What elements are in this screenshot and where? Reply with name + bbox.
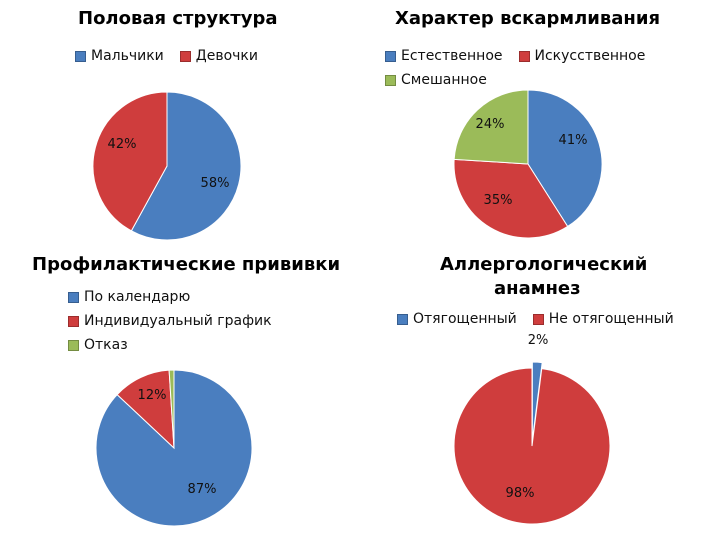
pie-slice-label: 42% <box>108 137 137 152</box>
pie-slice <box>130 91 242 241</box>
pie-slice-label: 35% <box>484 193 513 208</box>
legend-label: Естественное <box>401 48 503 64</box>
legend-label: Искусственное <box>534 48 646 64</box>
pie-slice-label: 87% <box>188 482 217 497</box>
pie-slice-label: 12% <box>138 388 167 403</box>
pie-slice <box>168 369 175 449</box>
legend-swatch <box>75 50 86 62</box>
legend-swatch <box>68 339 79 351</box>
legend-swatch <box>397 313 408 325</box>
legend-item: Индивидуальный график <box>68 309 272 333</box>
legend-item: Мальчики <box>75 44 164 68</box>
legend-item: Отказ <box>68 333 272 357</box>
legend-swatch <box>179 50 191 62</box>
legend-swatch <box>518 50 530 62</box>
chart-legend: Отягощенный Не отягощенный <box>397 307 674 331</box>
pie-slice <box>92 91 168 232</box>
legend-label: Девочки <box>195 48 258 64</box>
legend-label: Отягощенный <box>413 311 517 327</box>
pie-chart-sex-structure: 58% 42% <box>92 91 242 241</box>
legend-label: Мальчики <box>91 48 164 64</box>
legend-item: Искусственное <box>518 44 646 68</box>
chart-title: Половая структура <box>78 8 278 29</box>
legend-swatch <box>385 50 396 62</box>
legend-label: Индивидуальный график <box>84 313 272 329</box>
pie-chart-feeding-type: 41% 35% 24% <box>453 89 603 239</box>
legend-label: По календарю <box>84 289 191 305</box>
legend-item: По календарю <box>68 285 272 309</box>
chart-legend: Естественное Искусственное Смешанное <box>385 44 645 92</box>
pie-slice-label: 24% <box>476 117 505 132</box>
pie-slice <box>95 369 253 527</box>
legend-item: Смешанное <box>385 68 645 92</box>
pie-slice-label: 2% <box>528 333 549 348</box>
chart-title: Аллергологический <box>440 254 648 275</box>
pie-slice-label: 41% <box>559 133 588 148</box>
legend-item: Естественное <box>385 44 503 68</box>
legend-item: Отягощенный <box>397 307 517 331</box>
chart-title: Характер вскармливания <box>395 8 661 29</box>
legend-item: Девочки <box>179 44 258 68</box>
pie-slice-label: 58% <box>201 176 230 191</box>
pie-slice-label: 98% <box>506 486 535 501</box>
legend-label: Смешанное <box>401 72 487 88</box>
pie-chart-vaccinations: 87% 12% <box>95 369 253 527</box>
chart-title-line-2: анамнез <box>494 278 581 299</box>
pie-chart-allergy-history: 2% 98% <box>453 333 611 525</box>
legend-label: Отказ <box>84 337 128 353</box>
pie-slice <box>453 89 529 165</box>
legend-item: Не отягощенный <box>532 307 674 331</box>
pie-slice <box>453 158 569 239</box>
chart-title: Профилактические прививки <box>32 254 341 275</box>
chart-legend: Мальчики Девочки <box>75 44 258 68</box>
legend-swatch <box>68 291 79 303</box>
legend-swatch <box>385 74 396 86</box>
chart-legend: По календарю Индивидуальный график Отказ <box>68 285 272 357</box>
legend-swatch <box>68 315 79 327</box>
pie-slice <box>453 367 611 525</box>
legend-label: Не отягощенный <box>548 311 674 327</box>
legend-swatch <box>532 313 544 325</box>
